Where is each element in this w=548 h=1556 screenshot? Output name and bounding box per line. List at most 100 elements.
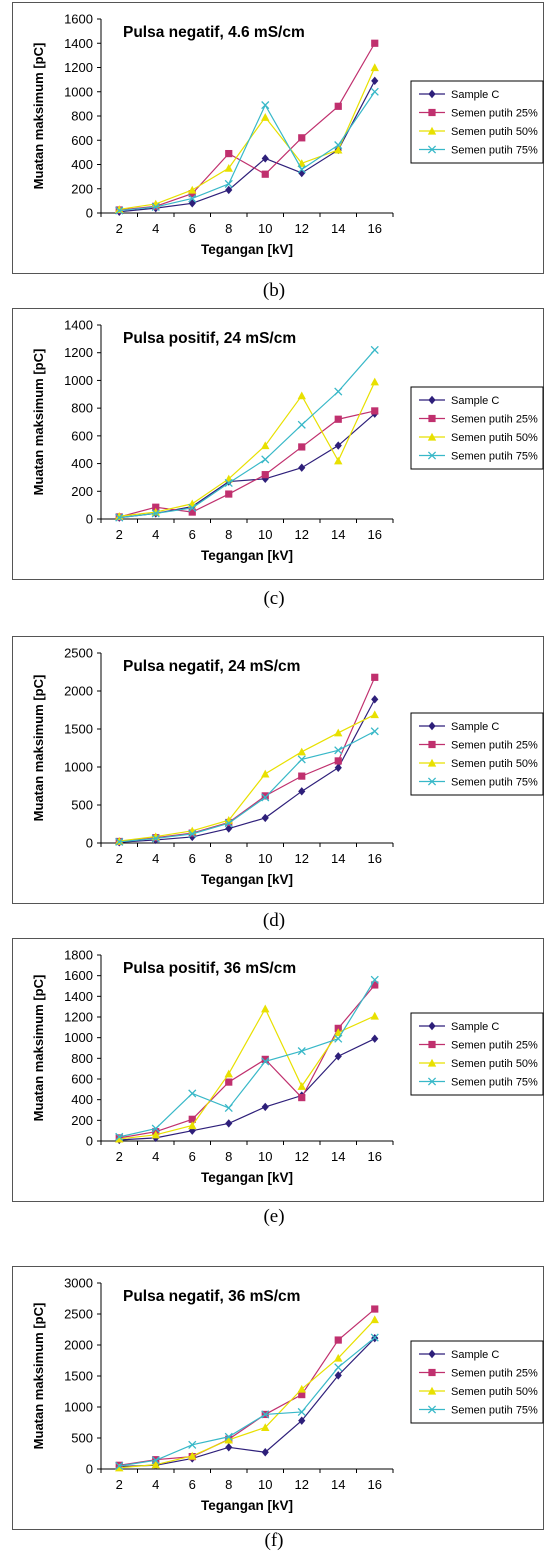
caption-c: (c) <box>263 588 285 609</box>
x-tick-label: 12 <box>295 1149 309 1164</box>
y-tick-label: 1400 <box>64 318 93 333</box>
legend-item: Semen putih 50% <box>419 126 538 138</box>
data-point <box>261 1004 270 1013</box>
legend-item: Semen putih 75% <box>419 145 538 157</box>
legend-item: Semen putih 25% <box>419 740 538 752</box>
data-point <box>297 1082 306 1090</box>
x-tick-label: 10 <box>258 1477 272 1492</box>
data-point <box>261 101 270 110</box>
legend-marker <box>428 414 436 423</box>
data-point <box>188 1089 197 1098</box>
data-point <box>224 478 233 488</box>
data-point <box>225 1443 233 1452</box>
data-point <box>224 179 233 188</box>
data-point <box>261 793 270 802</box>
caption-f: (f) <box>264 1530 284 1551</box>
x-tick-label: 6 <box>189 1477 196 1492</box>
data-point <box>371 673 379 681</box>
y-tick-label: 2000 <box>64 684 93 699</box>
data-point <box>115 836 124 845</box>
data-point <box>261 1448 269 1457</box>
legend-label: Semen putih 50% <box>451 1386 538 1398</box>
x-tick-label: 16 <box>368 1477 382 1492</box>
chart-d: Pulsa negatif, 24 mS/cm 0 500 1000 1500 2000 2… <box>31 646 544 887</box>
data-point <box>334 1371 342 1380</box>
data-point <box>334 387 343 396</box>
y-tick-label: 1500 <box>64 722 93 737</box>
legend-marker <box>428 89 436 99</box>
chart-panel-b: Pulsa negatif, 4.6 mS/cm 0 200 400 600 800 100… <box>12 2 544 274</box>
chart-b: Pulsa negatif, 4.6 mS/cm 0 200 400 600 800 100… <box>31 12 544 257</box>
legend-item: Sample C <box>419 1349 499 1361</box>
x-tick-label: 14 <box>331 1477 345 1492</box>
x-tick-label: 12 <box>295 221 309 236</box>
legend-marker <box>427 1386 437 1395</box>
legend-item: Sample C <box>419 1021 499 1033</box>
data-point <box>152 503 160 511</box>
y-tick-label: 1600 <box>64 12 93 27</box>
x-tick-label: 2 <box>116 1149 123 1164</box>
legend-label: Sample C <box>451 89 499 101</box>
data-point <box>224 1432 233 1441</box>
data-point <box>188 194 197 203</box>
series-1 <box>115 1333 379 1471</box>
series-line <box>119 91 376 212</box>
chart-title: Pulsa negatif, 4.6 mS/cm <box>123 24 305 41</box>
x-tick-label: 8 <box>225 221 232 236</box>
data-point <box>225 1078 233 1086</box>
y-tick-label: 200 <box>71 1113 93 1128</box>
y-tick-label: 0 <box>86 1134 93 1149</box>
data-point <box>224 819 233 828</box>
data-point <box>151 1130 160 1139</box>
data-point <box>188 199 196 208</box>
y-tick-label: 800 <box>71 1051 93 1066</box>
caption-e: (e) <box>263 1206 285 1227</box>
x-tick-label: 12 <box>295 851 309 866</box>
series-4 <box>115 727 379 846</box>
y-tick-label: 0 <box>86 1462 93 1477</box>
data-point <box>334 763 342 772</box>
data-point <box>334 1336 342 1344</box>
legend-item: Semen putih 75% <box>419 451 538 463</box>
x-tick-label: 8 <box>225 851 232 866</box>
data-point <box>371 76 379 86</box>
y-tick-label: 2500 <box>64 1307 93 1322</box>
y-tick-label: 400 <box>71 157 93 172</box>
x-tick-label: 6 <box>189 527 196 542</box>
x-tick-label: 6 <box>189 221 196 236</box>
series-line <box>119 1337 376 1468</box>
x-axis-label: Tegangan [kV] <box>201 1170 293 1185</box>
legend: Sample C Semen putih 25% Semen putih 50% Se… <box>410 1012 544 1096</box>
series-line <box>119 1319 376 1469</box>
data-point <box>297 747 306 756</box>
data-point <box>298 787 306 796</box>
series-2 <box>115 673 379 846</box>
chart-title: Pulsa positif, 24 mS/cm <box>123 330 296 347</box>
x-axis-label: Tegangan [kV] <box>201 242 293 257</box>
series-line <box>119 1308 376 1466</box>
data-point <box>261 170 269 178</box>
x-tick-label: 4 <box>152 221 159 236</box>
data-point <box>188 508 196 516</box>
x-tick-label: 2 <box>116 1477 123 1492</box>
data-point <box>225 185 233 195</box>
data-point <box>261 154 269 163</box>
caption-d: (d) <box>262 910 286 931</box>
y-tick-label: 800 <box>71 401 93 416</box>
data-point <box>298 1416 306 1425</box>
series-line <box>119 349 376 519</box>
x-tick-label: 16 <box>368 527 382 542</box>
legend-label: Semen putih 50% <box>451 432 538 444</box>
x-tick-label: 4 <box>152 851 159 866</box>
data-point <box>151 1456 160 1465</box>
legend-item: Semen putih 25% <box>419 414 538 426</box>
x-tick-label: 16 <box>368 1149 382 1164</box>
data-point <box>188 1115 196 1123</box>
y-axis-label: Muatan maksimum [pC] <box>31 675 46 822</box>
legend-label: Sample C <box>451 1349 499 1361</box>
data-point <box>334 1363 343 1372</box>
legend-label: Semen putih 25% <box>451 740 538 752</box>
data-point <box>115 1134 124 1143</box>
y-tick-label: 1200 <box>64 345 93 360</box>
y-tick-label: 500 <box>71 798 93 813</box>
